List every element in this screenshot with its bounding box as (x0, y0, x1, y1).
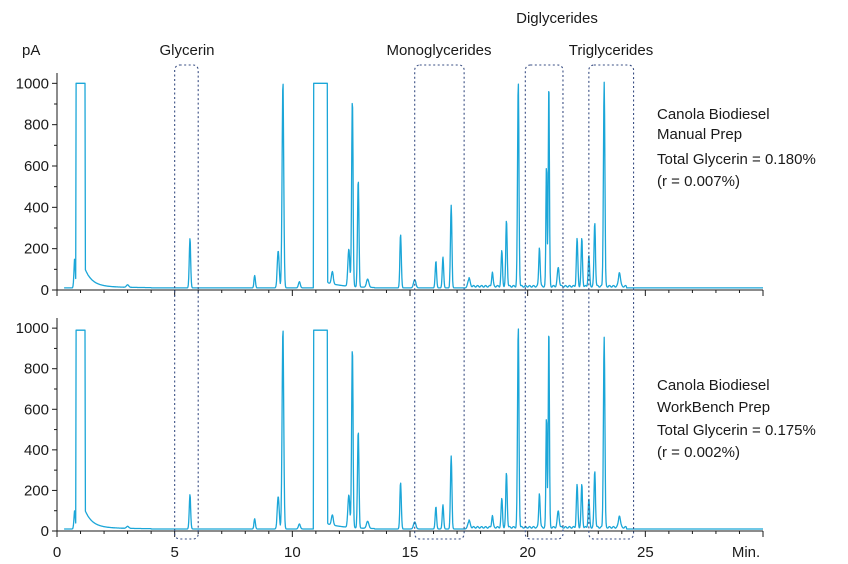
panel-1-annotation-line-2: Manual Prep (657, 126, 742, 143)
panel-1-y-tick-label: 400 (24, 199, 49, 216)
panel-1-y-ticks: 0 200 400 600 800 1000 (16, 75, 49, 299)
x-unit-label: Min. (732, 544, 760, 561)
panel-1-y-tick-label: 600 (24, 158, 49, 175)
panel-1-annotation-line-4: (r = 0.007%) (657, 173, 740, 190)
panel-1-y-tick-label: 1000 (16, 75, 49, 92)
panel-1-annotation-line-3: Total Glycerin = 0.180% (657, 151, 816, 168)
panel-2-y-tick-label: 0 (41, 523, 49, 540)
chart-marks (52, 64, 764, 540)
group-label-glycerin: Glycerin (159, 42, 214, 59)
panel-2: 0 200 400 600 800 1000 Canola Biodiesel … (16, 320, 816, 540)
panel-2-annotation-line-1: Canola Biodiesel (657, 377, 770, 394)
x-tick-label: 5 (170, 544, 178, 561)
region-box-glycerin (174, 64, 199, 540)
x-tick-label: 15 (402, 544, 419, 561)
panel-2-y-tick-label: 600 (24, 401, 49, 418)
panel-1-annotation-line-1: Canola Biodiesel (657, 106, 770, 123)
group-label-monoglycerides: Monoglycerides (386, 42, 491, 59)
x-tick-label: 10 (284, 544, 301, 561)
panel-2-y-tick-label: 800 (24, 361, 49, 378)
x-tick-label: 0 (53, 544, 61, 561)
group-label-triglycerides: Triglycerides (569, 42, 653, 59)
region-box-triglycerides (588, 64, 635, 540)
panel-1: 0 200 400 600 800 1000 Canola Biodiesel … (16, 75, 816, 299)
y-unit-label: pA (22, 42, 40, 59)
panel-1-trace-line (63, 81, 764, 289)
panel-2-trace-line (63, 328, 764, 530)
panel-2-y-ticks: 0 200 400 600 800 1000 (16, 320, 49, 540)
panel-2-annotation-line-4: (r = 0.002%) (657, 444, 740, 461)
panel-1-y-tick-label: 800 (24, 117, 49, 134)
panel-2-annotation: Canola Biodiesel WorkBench Prep Total Gl… (657, 377, 816, 461)
panel-2-annotation-line-3: Total Glycerin = 0.175% (657, 422, 816, 439)
group-label-diglycerides: Diglycerides (516, 10, 598, 27)
panel-2-annotation-line-2: WorkBench Prep (657, 399, 770, 416)
panel-2-y-tick-label: 1000 (16, 320, 49, 337)
x-tick-label: 20 (519, 544, 536, 561)
panel-1-y-tick-label: 0 (41, 282, 49, 299)
panel-2-y-tick-label: 400 (24, 442, 49, 459)
panel-1-annotation: Canola Biodiesel Manual Prep Total Glyce… (657, 106, 816, 190)
x-ticks: 0 5 10 15 20 25 (53, 544, 654, 561)
panel-2-y-tick-label: 200 (24, 482, 49, 499)
panel-1-y-tick-label: 200 (24, 241, 49, 258)
region-box-monoglycerides (414, 64, 465, 540)
region-box-diglycerides (524, 64, 564, 540)
x-tick-label: 25 (637, 544, 654, 561)
